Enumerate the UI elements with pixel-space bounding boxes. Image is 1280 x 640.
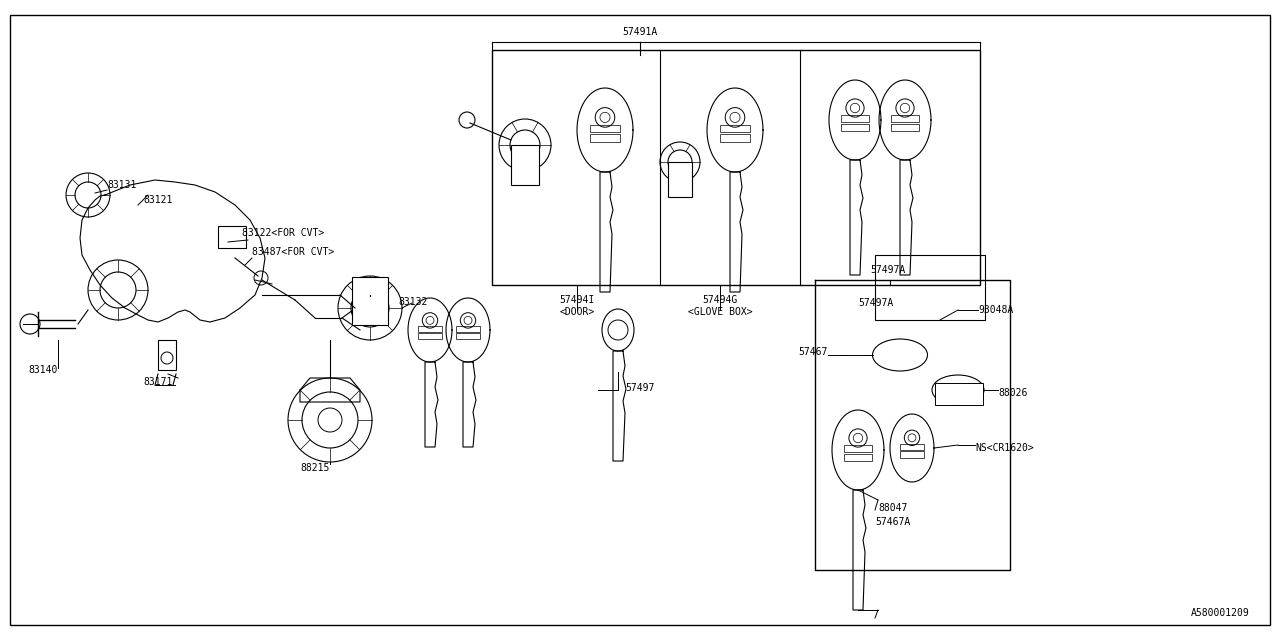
Text: A580001209: A580001209 (1192, 608, 1251, 618)
Bar (876, 255, 986, 320)
Text: 88026: 88026 (998, 388, 1028, 398)
Bar (934, 383, 983, 405)
Text: 57497A: 57497A (858, 298, 893, 308)
Bar (590, 134, 621, 142)
Bar (492, 50, 980, 285)
Polygon shape (79, 180, 265, 322)
Text: <DOOR>: <DOOR> (559, 307, 595, 317)
Text: 88215: 88215 (300, 463, 329, 473)
Polygon shape (832, 410, 884, 490)
Bar (218, 226, 246, 248)
Text: 57497A: 57497A (870, 265, 905, 275)
Text: 83140: 83140 (28, 365, 58, 375)
Polygon shape (613, 351, 626, 461)
Bar (352, 277, 388, 325)
Bar (417, 333, 442, 339)
Polygon shape (408, 298, 452, 362)
Bar (590, 125, 621, 132)
Polygon shape (463, 362, 476, 447)
Bar (719, 125, 750, 132)
Text: 83171: 83171 (143, 377, 173, 387)
Text: 83132: 83132 (398, 297, 428, 307)
Bar (841, 124, 869, 131)
Bar (844, 454, 872, 461)
Text: 57491A: 57491A (622, 27, 658, 37)
Text: 57497: 57497 (625, 383, 654, 393)
Text: 83122<FOR CVT>: 83122<FOR CVT> (242, 228, 324, 238)
Text: 88047: 88047 (878, 503, 908, 513)
Bar (844, 445, 872, 452)
Bar (417, 326, 442, 332)
Bar (900, 451, 924, 458)
Polygon shape (852, 490, 867, 610)
Polygon shape (600, 172, 613, 292)
Polygon shape (445, 298, 490, 362)
Polygon shape (707, 88, 763, 172)
Bar (456, 326, 480, 332)
Bar (841, 115, 869, 122)
Text: <GLOVE BOX>: <GLOVE BOX> (687, 307, 753, 317)
Text: 57467A: 57467A (876, 517, 910, 527)
Bar (891, 115, 919, 122)
Polygon shape (879, 80, 931, 160)
Bar (891, 124, 919, 131)
Polygon shape (300, 378, 360, 402)
Text: 83487<FOR CVT>: 83487<FOR CVT> (252, 247, 334, 257)
Text: 57467: 57467 (799, 347, 828, 357)
Bar (456, 333, 480, 339)
Bar (511, 145, 539, 185)
Polygon shape (900, 160, 913, 275)
Polygon shape (577, 88, 634, 172)
Bar (900, 444, 924, 450)
Text: NS<CR1620>: NS<CR1620> (975, 443, 1034, 453)
Text: 83121: 83121 (143, 195, 173, 205)
Bar (157, 340, 177, 370)
Text: 57494G: 57494G (703, 295, 737, 305)
Text: 83131: 83131 (108, 180, 137, 190)
Bar (719, 134, 750, 142)
Polygon shape (425, 362, 438, 447)
Bar (668, 162, 692, 197)
Text: 57494I: 57494I (559, 295, 595, 305)
Polygon shape (850, 160, 863, 275)
Polygon shape (890, 414, 934, 482)
Polygon shape (829, 80, 881, 160)
Polygon shape (730, 172, 742, 292)
Text: 93048A: 93048A (978, 305, 1014, 315)
